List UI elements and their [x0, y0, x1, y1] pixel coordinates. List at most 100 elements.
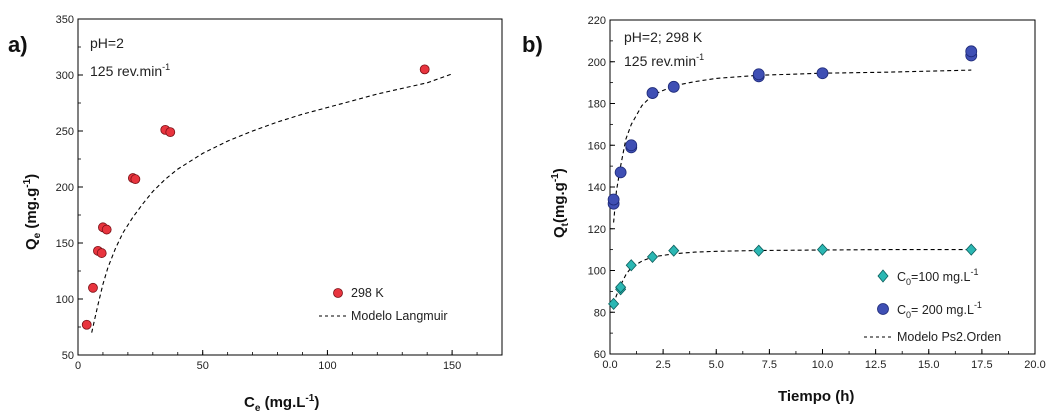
- b-y-tick-label: 180: [588, 99, 606, 111]
- panel-a-xlabel-main: C: [244, 394, 255, 411]
- panel-b-ylabel-main: Q: [551, 226, 568, 238]
- panel-b-legend-label-c200: C0= 200 mg.L-1: [897, 300, 982, 320]
- b-y-tick-label: 140: [588, 182, 606, 194]
- panel-a-annotation-ph: pH=2: [90, 35, 124, 51]
- a-y-tick-label: 200: [56, 182, 74, 194]
- panel-a-x-axis-label: Ce (mg.L-1): [244, 393, 319, 414]
- a-y-tick-label: 250: [56, 126, 74, 138]
- panel-a-x-ticks: 0 50 100 150: [75, 350, 503, 372]
- panel-a-y-ticks: 50 100 150 200 250 300 350: [56, 14, 83, 362]
- panel-b-c100-point: [646, 250, 659, 264]
- panel-b-c100-point: [753, 244, 765, 257]
- panel-a-legend-label-298k: 298 K: [351, 286, 384, 300]
- panel-b-ps2-curve-2: [613, 69, 972, 223]
- b-x-tick-label: 17.5: [971, 359, 992, 371]
- panel-b-c200-point: [667, 80, 680, 93]
- panel-b-x-ticks: 0.0 2.5 5.0 7.5 10.0 12.5 15.0 17.5 20.0: [602, 349, 1046, 371]
- panel-b-y-axis-label: Qt(mg.g-1): [550, 168, 571, 238]
- b-y-tick-label: 160: [588, 140, 606, 152]
- a-x-tick-label: 100: [318, 360, 336, 372]
- panel-b-legend-label-c100: C0=100 mg.L-1: [897, 267, 978, 287]
- b-y-tick-label: 100: [588, 266, 606, 278]
- panel-b-label: b): [522, 32, 543, 57]
- a-y-tick-label: 150: [56, 238, 74, 250]
- panel-b-points-layer: [607, 45, 978, 310]
- panel-b-c100-point: [816, 243, 829, 256]
- a-y-tick-label: 100: [56, 294, 74, 306]
- panel-b-ylabel-sup: -1: [550, 173, 561, 182]
- b-x-tick-label: 10.0: [812, 359, 833, 371]
- panel-a-data-point: [88, 282, 98, 293]
- panel-a-data-point: [419, 64, 430, 75]
- b-x-tick-label: 0.0: [602, 359, 617, 371]
- a-x-tick-label: 0: [75, 360, 81, 372]
- b-y-tick-label: 60: [594, 349, 606, 361]
- panel-b-c100-point: [668, 244, 680, 257]
- panel-a-ylabel-sup: -1: [22, 178, 33, 187]
- a-x-tick-label: 150: [443, 360, 461, 372]
- panel-b-ylabel-close: ): [551, 168, 568, 173]
- panel-a-data-point: [101, 224, 112, 235]
- b-x-tick-label: 5.0: [709, 359, 724, 371]
- b-x-tick-label: 12.5: [865, 359, 886, 371]
- panel-a-xlabel-sup: -1: [305, 393, 314, 404]
- panel-a-annotation-speed: 125 rev.min-1: [90, 62, 170, 79]
- panel-b-legend-c100-main: C: [897, 270, 906, 284]
- a-y-tick-label: 50: [62, 350, 74, 362]
- panel-b-c200-point: [816, 67, 829, 80]
- a-y-tick-label: 300: [56, 70, 74, 82]
- panel-b-c100-point: [625, 259, 637, 272]
- panel-a-ylabel-unit: (mg.g: [23, 188, 40, 233]
- panel-b-legend-c100-sup: -1: [970, 267, 978, 277]
- panel-a-data-point: [130, 174, 141, 185]
- panel-b-c100-point: [608, 297, 620, 310]
- a-x-tick-label: 50: [197, 360, 209, 372]
- panel-b-c200-point: [752, 68, 765, 81]
- panel-b: b) 0.0 2.5 5.0 7.5 10.0 12.5 15.0 17.5 20.0 60 80…: [522, 15, 1046, 405]
- panel-a-fit-layer: [91, 73, 453, 333]
- panel-b-fit-layer: [613, 69, 972, 305]
- panel-b-y-ticks: 60 80 100 120 140 160 180 200 220: [588, 15, 615, 361]
- panel-b-c100-point: [965, 243, 977, 256]
- a-y-tick-label: 350: [56, 14, 74, 26]
- panel-b-legend-c200-main: C: [897, 303, 906, 317]
- panel-a-legend-marker-298k: [333, 288, 343, 298]
- b-y-tick-label: 220: [588, 15, 606, 27]
- panel-a-points-layer: [81, 64, 430, 330]
- panel-a-data-point: [165, 127, 176, 138]
- panel-b-c200-point: [614, 166, 627, 179]
- panel-b-legend-c200-rest: = 200 mg.L: [911, 303, 974, 317]
- panel-b-c200-point: [607, 193, 620, 206]
- panel-a-ylabel-close: ): [23, 174, 40, 179]
- panel-a-legend-label-langmuir: Modelo Langmuir: [351, 309, 448, 323]
- panel-b-legend-c100-sub: 0: [906, 277, 911, 287]
- panel-b-annotation-speed-sup: -1: [696, 52, 704, 62]
- panel-b-annotation-speed: 125 rev.min-1: [624, 52, 704, 69]
- panel-b-annotation-conditions: pH=2; 298 K: [624, 29, 703, 45]
- panel-a-annotation-speed-sup: -1: [162, 62, 170, 72]
- panel-a-y-axis-label: Qe (mg.g-1): [22, 174, 43, 250]
- panel-b-legend-c200-sub: 0: [906, 310, 911, 320]
- b-x-tick-label: 15.0: [918, 359, 939, 371]
- panel-a-label: a): [8, 32, 28, 57]
- panel-a-xlabel-sub: e: [255, 403, 261, 414]
- panel-a-langmuir-curve: [91, 73, 453, 333]
- b-y-tick-label: 80: [594, 307, 606, 319]
- b-y-tick-label: 200: [588, 57, 606, 69]
- panel-b-c200-point: [646, 87, 659, 99]
- panel-a-xlabel-unit: (mg.L: [260, 394, 305, 411]
- panel-a-ylabel-main: Q: [23, 238, 40, 250]
- panel-b-legend-marker-c200: [877, 303, 889, 315]
- panel-b-c200-point: [965, 45, 978, 58]
- panel-b-ylabel-sub: t: [560, 222, 571, 226]
- panel-b-annotation-speed-text: 125 rev.min: [624, 53, 696, 69]
- panel-b-ylabel-unit: (mg.g: [551, 182, 568, 223]
- panel-b-c200-point: [625, 139, 638, 152]
- b-y-tick-label: 120: [588, 224, 606, 236]
- panel-a-data-point: [96, 248, 107, 258]
- b-x-tick-label: 2.5: [655, 359, 670, 371]
- panel-b-legend-label-ps2: Modelo Ps2.Orden: [897, 330, 1001, 344]
- panel-b-x-axis-label: Tiempo (h): [778, 388, 854, 405]
